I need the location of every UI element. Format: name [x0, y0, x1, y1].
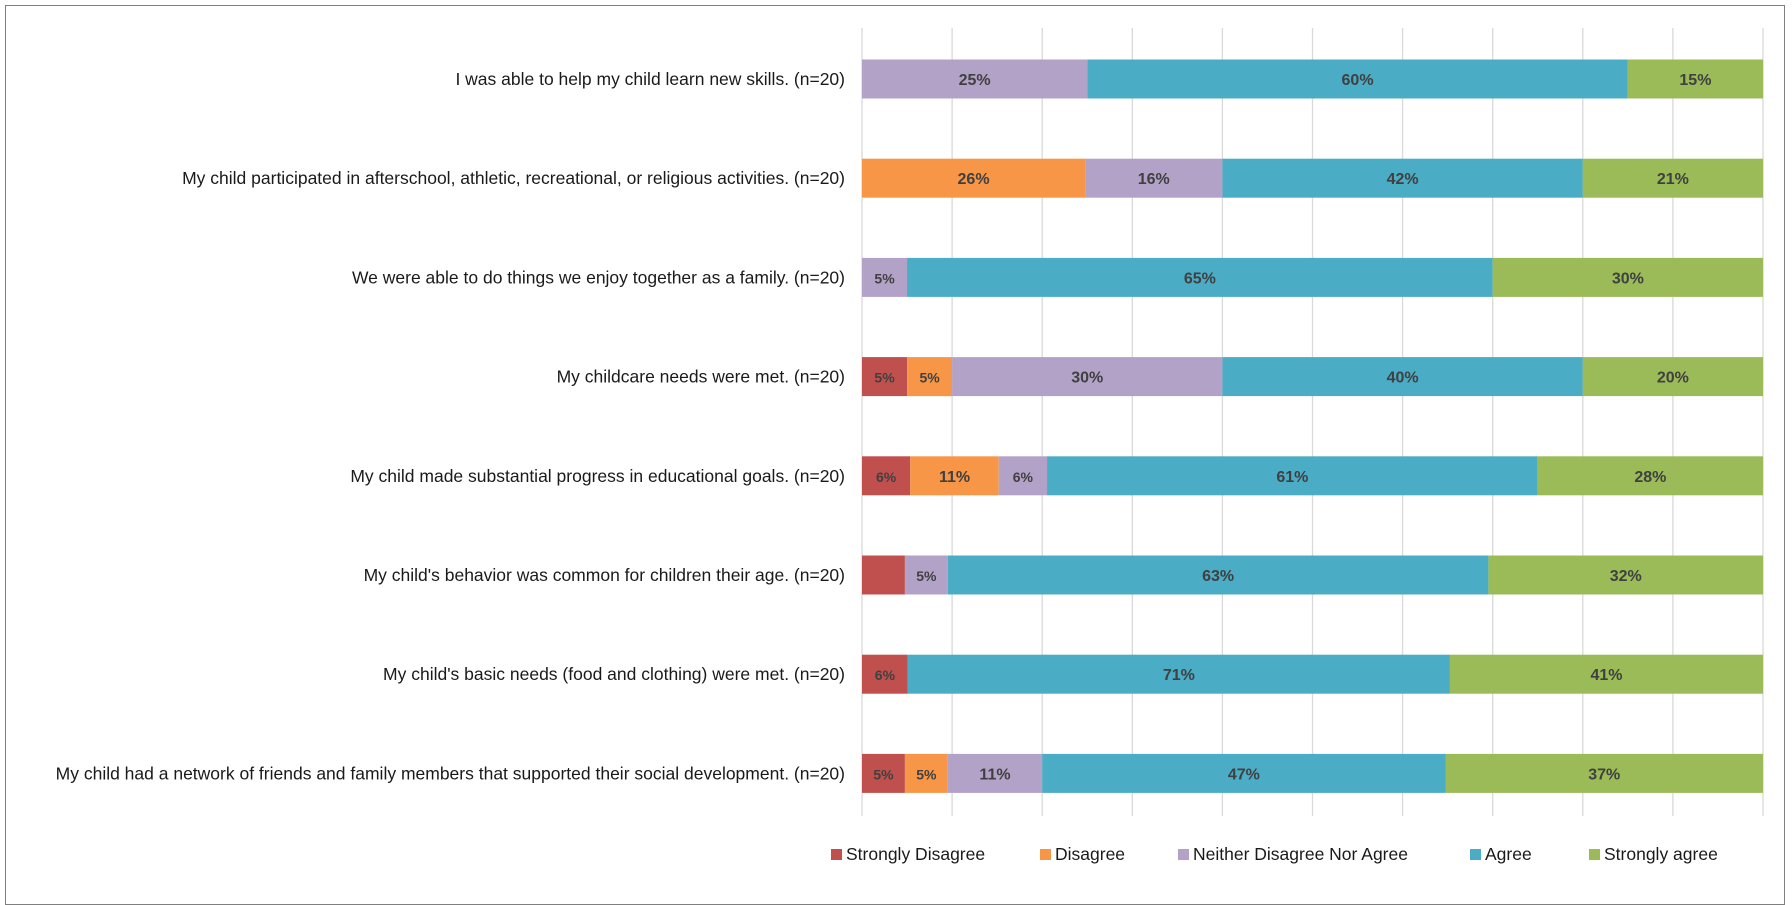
- bar-segment: [1492, 257, 1763, 297]
- data-label: 37%: [1588, 766, 1620, 783]
- bar-segment: [904, 555, 948, 595]
- bar-segment: [952, 357, 1223, 397]
- legend-label: Neither Disagree Nor Agree: [1193, 844, 1408, 864]
- bar-segment: [1042, 753, 1446, 793]
- bar-segment: [904, 753, 948, 793]
- bar-segment: [1582, 357, 1763, 397]
- data-label: 61%: [1276, 469, 1308, 486]
- data-label: 20%: [1657, 370, 1689, 387]
- category-label: My child's basic needs (food and clothin…: [383, 664, 845, 684]
- bar-segment: [862, 456, 911, 496]
- bar-segment: [862, 555, 905, 595]
- data-label: 5%: [916, 568, 937, 584]
- bar-segment: [1537, 456, 1763, 496]
- bar-segment: [862, 158, 1086, 198]
- data-label: 15%: [1679, 72, 1711, 89]
- legend: Strongly Disagree Disagree Neither Disagre…: [831, 844, 1718, 864]
- category-label: My child participated in afterschool, at…: [182, 168, 845, 188]
- legend-label: Disagree: [1055, 844, 1125, 864]
- bar-segment: [1222, 158, 1583, 198]
- legend-label: Strongly Disagree: [846, 844, 985, 864]
- bar-segment: [1047, 456, 1538, 496]
- legend-swatch: [1178, 849, 1189, 860]
- bar-segment: [862, 357, 908, 397]
- bar-segment: [1488, 555, 1763, 595]
- data-label: 6%: [875, 667, 896, 683]
- data-label: 47%: [1228, 766, 1260, 783]
- data-label: 41%: [1590, 667, 1622, 684]
- legend-swatch: [1040, 849, 1051, 860]
- data-label: 21%: [1657, 171, 1689, 188]
- data-label: 6%: [1013, 469, 1034, 485]
- data-label: 6%: [876, 469, 897, 485]
- data-label: 5%: [919, 370, 940, 386]
- data-label: 63%: [1202, 568, 1234, 585]
- bar-segment: [862, 59, 1088, 99]
- category-label: My childcare needs were met. (n=20): [557, 367, 845, 387]
- category-label: My child's behavior was common for child…: [364, 565, 845, 585]
- gridlines: [861, 28, 1764, 816]
- bar-segment: [1627, 59, 1763, 99]
- bar-segment: [862, 753, 905, 793]
- data-label: 28%: [1634, 469, 1666, 486]
- bars: [862, 59, 1763, 793]
- data-label: 5%: [873, 766, 894, 782]
- data-label: 40%: [1387, 370, 1419, 387]
- bar-segment: [1445, 753, 1763, 793]
- data-label: 30%: [1071, 370, 1103, 387]
- data-label: 5%: [874, 370, 895, 386]
- data-label: 25%: [959, 72, 991, 89]
- legend-swatch: [1470, 849, 1481, 860]
- bar-segment: [907, 357, 953, 397]
- bar-segment: [1582, 158, 1763, 198]
- data-label: 30%: [1612, 270, 1644, 287]
- bar-segment: [907, 257, 1493, 297]
- bar-segment: [907, 654, 1450, 694]
- data-label: 65%: [1184, 270, 1216, 287]
- bar-segment: [1087, 59, 1628, 99]
- data-label: 11%: [979, 766, 1010, 783]
- data-label: 5%: [916, 766, 937, 782]
- category-label: We were able to do things we enjoy toget…: [352, 267, 845, 287]
- data-label: 71%: [1163, 667, 1195, 684]
- category-label: My child had a network of friends and fa…: [56, 763, 845, 783]
- data-labels: 25% 60% 15% 26% 16% 42% 21% 5% 65% 30% 5% 5% 30% 40% 2…: [873, 72, 1711, 783]
- data-label: 26%: [958, 171, 990, 188]
- data-label: 11%: [939, 469, 970, 486]
- bar-segment: [947, 555, 1489, 595]
- legend-swatch: [1589, 849, 1600, 860]
- data-label: 42%: [1387, 171, 1419, 188]
- legend-label: Agree: [1485, 844, 1532, 864]
- bar-segment: [862, 654, 908, 694]
- bar-segment: [910, 456, 999, 496]
- bar-segment: [1449, 654, 1763, 694]
- bar-segment: [947, 753, 1043, 793]
- category-label: My child made substantial progress in ed…: [350, 466, 845, 486]
- category-labels: I was able to help my child learn new sk…: [56, 69, 845, 783]
- bar-segment: [1222, 357, 1583, 397]
- data-label: 16%: [1138, 171, 1170, 188]
- bar-segment: [998, 456, 1048, 496]
- legend-label: Strongly agree: [1604, 844, 1718, 864]
- data-label: 5%: [874, 270, 895, 286]
- data-label: 60%: [1342, 72, 1374, 89]
- legend-swatch: [831, 849, 842, 860]
- data-label: 32%: [1610, 568, 1642, 585]
- bar-segment: [1085, 158, 1223, 198]
- bar-segment: [862, 257, 908, 297]
- category-label: I was able to help my child learn new sk…: [455, 69, 845, 89]
